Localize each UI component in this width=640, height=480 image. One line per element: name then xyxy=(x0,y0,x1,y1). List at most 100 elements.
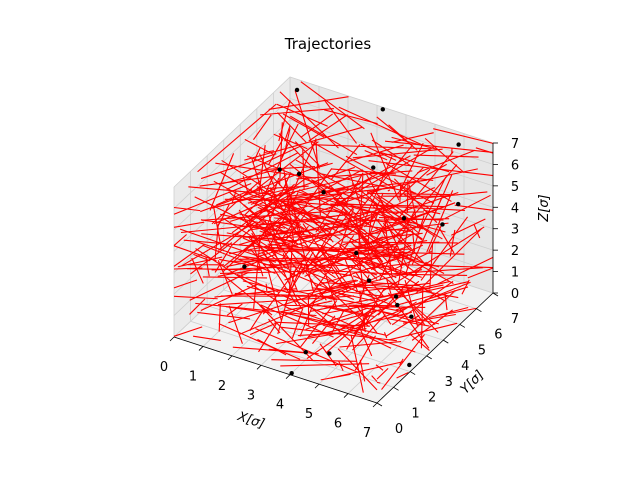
trajectory-segment xyxy=(242,280,289,294)
trajectory-segment xyxy=(328,305,375,318)
z-tick-label: 3 xyxy=(511,223,519,238)
trajectory-segment xyxy=(268,96,349,110)
trajectory-segment xyxy=(416,241,440,244)
trajectory-segment xyxy=(232,346,308,354)
trajectory-segment xyxy=(212,206,222,250)
trajectory-segment xyxy=(382,226,485,292)
trajectory-segment xyxy=(200,283,258,312)
x-tick-label: 7 xyxy=(363,426,371,441)
x-tick xyxy=(227,355,233,361)
trajectory-segment xyxy=(281,123,299,158)
trajectory-segment xyxy=(337,203,465,212)
trajectory-segment xyxy=(216,188,253,206)
y-tick xyxy=(459,324,466,328)
trajectory-segment xyxy=(323,269,338,309)
particle-marker xyxy=(242,264,247,269)
particle-marker xyxy=(409,314,414,319)
trajectory-segment xyxy=(324,100,357,144)
trajectory-segment xyxy=(342,202,456,246)
trajectory-segment xyxy=(338,106,424,146)
trajectory-segment xyxy=(296,170,413,180)
trajectory-segment xyxy=(249,322,278,336)
trajectory-segment xyxy=(311,141,395,190)
y-tick xyxy=(492,292,499,297)
trajectory-segment xyxy=(214,288,298,298)
trajectory-segment xyxy=(359,359,366,382)
trajectory-segment xyxy=(379,151,450,173)
trajectory-segment xyxy=(322,324,366,337)
particle-marker xyxy=(371,165,376,170)
trajectory-segment xyxy=(274,321,370,327)
trajectory-segment xyxy=(385,163,452,202)
trajectory-segment xyxy=(283,204,303,223)
trajectory-segment xyxy=(439,307,478,316)
x-tick xyxy=(343,393,349,398)
trajectory-segment xyxy=(280,300,333,313)
trajectory-segment xyxy=(276,103,328,127)
trajectory-segment xyxy=(256,186,341,240)
trajectory-segment xyxy=(382,222,412,252)
trajectory-segment xyxy=(276,328,367,345)
y-tick-label: 3 xyxy=(445,375,453,390)
particle-marker xyxy=(303,349,308,355)
trajectory-segment xyxy=(284,177,302,235)
trajectory-segment xyxy=(195,302,317,317)
trajectory-segment xyxy=(220,213,286,229)
x-tick-label: 1 xyxy=(189,369,197,384)
trajectory-segment xyxy=(369,171,434,182)
trajectory-segment xyxy=(228,305,243,344)
trajectory-segment xyxy=(339,340,402,348)
particle-marker xyxy=(289,370,294,376)
trajectory-segment xyxy=(272,201,293,220)
trajectory-segment xyxy=(308,311,413,338)
trajectory-segment xyxy=(280,211,325,268)
z-tick-label: 2 xyxy=(511,244,519,259)
x-tick-label: 5 xyxy=(305,407,313,422)
trajectory-segment xyxy=(330,309,345,335)
y-tick xyxy=(393,386,399,391)
trajectory-segment xyxy=(385,314,420,337)
trajectory-segment xyxy=(407,289,456,337)
trajectory-segment xyxy=(321,295,404,313)
z-tick-label: 4 xyxy=(511,201,519,216)
trajectory-segment xyxy=(388,124,418,151)
left-pane xyxy=(174,77,290,337)
trajectory-segment xyxy=(283,287,338,301)
trajectory-segment xyxy=(358,274,370,302)
trajectory-segment xyxy=(277,269,297,335)
x-tick xyxy=(169,336,175,342)
x-axis-label: X[σ] xyxy=(235,409,267,432)
trajectory-segment xyxy=(280,363,370,367)
particle-marker xyxy=(354,250,359,256)
trajectory-segment xyxy=(300,81,365,130)
trajectory-segment xyxy=(213,202,264,225)
trajectory-segment xyxy=(252,114,272,141)
trajectory-segment xyxy=(319,173,417,194)
trajectory-segment xyxy=(411,309,453,341)
trajectory-segment xyxy=(313,255,378,276)
trajectory-segment xyxy=(221,160,279,197)
trajectory-segment xyxy=(294,141,320,166)
trajectory-segment xyxy=(286,306,416,353)
trajectory-segment xyxy=(272,176,318,226)
axis-panes xyxy=(174,77,493,403)
trajectory-segment xyxy=(252,147,261,164)
trajectory-segment xyxy=(355,271,392,325)
trajectory-segment xyxy=(335,170,394,193)
particle-marker xyxy=(401,216,407,221)
trajectory-segment xyxy=(247,172,373,204)
z-gridline xyxy=(173,76,494,188)
trajectory-segment xyxy=(341,241,458,244)
trajectory-segment xyxy=(391,136,439,151)
trajectory-segment xyxy=(375,196,436,237)
trajectory-segment xyxy=(211,186,296,209)
trajectory-segment xyxy=(260,107,334,116)
particle-marker xyxy=(456,201,461,207)
trajectory-segment xyxy=(399,142,424,192)
trajectory-segment xyxy=(285,282,397,293)
trajectory-segment xyxy=(423,209,441,215)
trajectory-segment xyxy=(330,144,361,181)
trajectory-segment xyxy=(284,128,291,150)
trajectory-segment xyxy=(337,348,378,391)
